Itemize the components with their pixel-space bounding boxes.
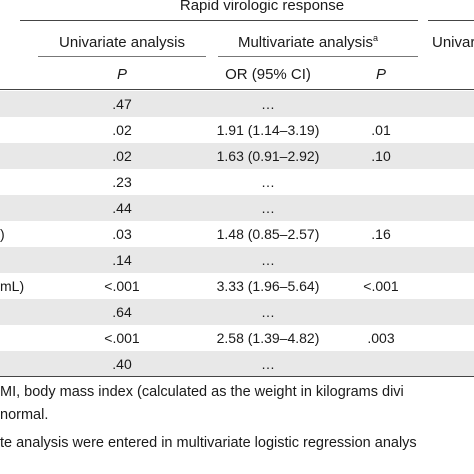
univariate-p-cell: .40 — [112, 356, 132, 372]
odds-ratio-cell: … — [261, 174, 275, 190]
footnote-line-3: te analysis were entered in multivariate… — [0, 435, 417, 451]
row-shade — [0, 195, 474, 221]
univariate-p-cell: .44 — [112, 200, 132, 216]
univariate-p-cell: .03 — [112, 226, 132, 242]
footnote-line-1: MI, body mass index (calculated as the w… — [0, 384, 404, 400]
row-shade — [0, 91, 474, 117]
odds-ratio-cell: 3.33 (1.96–5.64) — [216, 278, 320, 294]
multivariate-header: Multivariate analysisa — [237, 33, 379, 52]
univariate-p-cell: .23 — [112, 174, 132, 190]
univariate-header: Univariate analysis — [59, 34, 185, 51]
multivariate-rule — [218, 56, 418, 57]
or-header: OR (95% CI) — [225, 66, 311, 83]
row-label: ) — [0, 226, 5, 242]
row-shade — [0, 247, 474, 273]
header-bottom-rule — [0, 89, 474, 90]
univariate-p-cell: .02 — [112, 122, 132, 138]
odds-ratio-cell: 2.58 (1.39–4.82) — [216, 330, 320, 346]
group-rule — [20, 20, 418, 21]
odds-ratio-cell: … — [261, 304, 275, 320]
odds-ratio-cell: 1.91 (1.14–3.19) — [216, 122, 320, 138]
multivariate-p-cell: .16 — [371, 226, 391, 242]
multivariate-p-cell: .10 — [371, 148, 391, 164]
odds-ratio-cell: … — [261, 96, 275, 112]
odds-ratio-cell: … — [261, 252, 275, 268]
multivariate-p-cell: .01 — [371, 122, 391, 138]
univariate-p-cell: <.001 — [104, 278, 140, 294]
univariate-header-cut: Univar — [432, 34, 474, 51]
group-title: Rapid virologic response — [179, 0, 345, 14]
odds-ratio-cell: 1.48 (0.85–2.57) — [216, 226, 320, 242]
row-shade — [0, 299, 474, 325]
p-header: P — [116, 66, 128, 83]
multivariate-p-cell: <.001 — [363, 278, 399, 294]
multivariate-p-cell: .003 — [367, 330, 395, 346]
odds-ratio-cell: … — [261, 356, 275, 372]
univariate-p-cell: .02 — [112, 148, 132, 164]
row-label: mL) — [0, 278, 25, 294]
univariate-p-cell: .64 — [112, 304, 132, 320]
univariate-rule — [38, 56, 206, 57]
row-shade — [0, 143, 474, 169]
group-rule-right — [428, 20, 474, 21]
p2-header: P — [375, 66, 387, 83]
univariate-p-cell: .14 — [112, 252, 132, 268]
univariate-p-cell: <.001 — [104, 330, 140, 346]
footnote-line-2: normal. — [0, 407, 49, 423]
odds-ratio-cell: 1.63 (0.91–2.92) — [216, 148, 320, 164]
odds-ratio-cell: … — [261, 200, 275, 216]
row-shade — [0, 351, 474, 377]
univariate-p-cell: .47 — [112, 96, 132, 112]
table-bottom-rule — [0, 376, 474, 377]
